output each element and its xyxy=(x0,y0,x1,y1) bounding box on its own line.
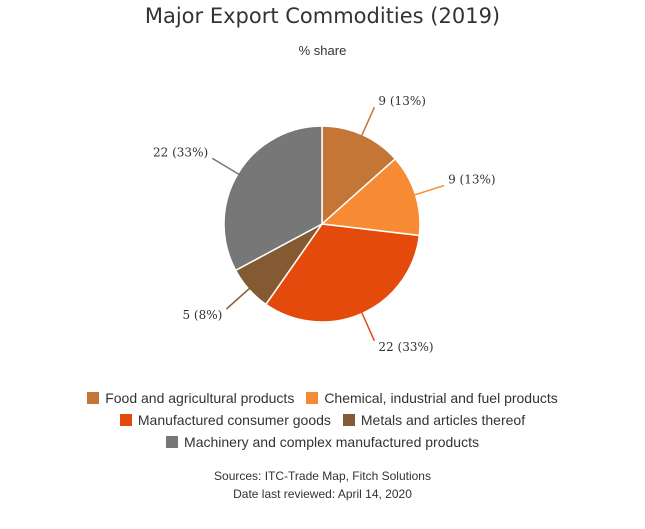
legend-swatch-machinery xyxy=(166,436,179,448)
legend-item-food[interactable]: Food and agricultural products xyxy=(87,390,294,406)
date-reviewed-note: Date last reviewed: April 14, 2020 xyxy=(233,487,412,501)
leader-line-food xyxy=(359,106,376,139)
data-label-food: 9 (13%) xyxy=(378,94,425,108)
data-label-consumer-goods: 22 (33%) xyxy=(378,340,433,354)
legend-swatch-consumer-goods xyxy=(119,414,132,426)
chart-footer: Sources: ITC-Trade Map, Fitch Solutions … xyxy=(0,467,645,503)
chart-subtitle: % share xyxy=(298,43,347,58)
pie-chart: 9 (13%) 9 (13%) 22 (33%) 5 (8%) 22 (33%) xyxy=(153,94,496,354)
legend-label-chemical: Chemical, industrial and fuel products xyxy=(324,390,558,406)
data-label-machinery: 22 (33%) xyxy=(153,145,208,159)
data-label-chemical: 9 (13%) xyxy=(448,173,495,187)
legend-item-chemical[interactable]: Chemical, industrial and fuel products xyxy=(306,390,558,406)
legend-label-food: Food and agricultural products xyxy=(105,390,295,406)
legend-item-consumer-goods[interactable]: Manufactured consumer goods xyxy=(119,412,331,428)
leader-line-chemical xyxy=(411,184,445,197)
chart-legend: Food and agricultural products Chemical,… xyxy=(0,387,645,453)
leader-line-metals xyxy=(225,285,253,310)
legend-row-2: Manufactured consumer goods Metals and a… xyxy=(0,409,645,431)
legend-label-metals: Metals and articles thereof xyxy=(360,412,526,428)
legend-swatch-chemical xyxy=(306,392,319,404)
sources-note: Sources: ITC-Trade Map, Fitch Solutions xyxy=(214,469,431,483)
legend-item-metals[interactable]: Metals and articles thereof xyxy=(342,412,526,428)
legend-item-machinery[interactable]: Machinery and complex manufactured produ… xyxy=(166,434,479,450)
legend-label-consumer-goods: Manufactured consumer goods xyxy=(137,412,331,428)
legend-label-machinery: Machinery and complex manufactured produ… xyxy=(184,434,479,450)
leader-line-machinery xyxy=(211,157,242,177)
legend-swatch-food xyxy=(87,392,100,404)
legend-swatch-metals xyxy=(342,414,355,426)
legend-row-3: Machinery and complex manufactured produ… xyxy=(0,431,645,453)
data-label-metals: 5 (8%) xyxy=(182,308,222,322)
legend-row-1: Food and agricultural products Chemical,… xyxy=(0,387,645,409)
leader-line-consumer-goods xyxy=(359,309,376,342)
chart-title: Major Export Commodities (2019) xyxy=(144,4,501,28)
